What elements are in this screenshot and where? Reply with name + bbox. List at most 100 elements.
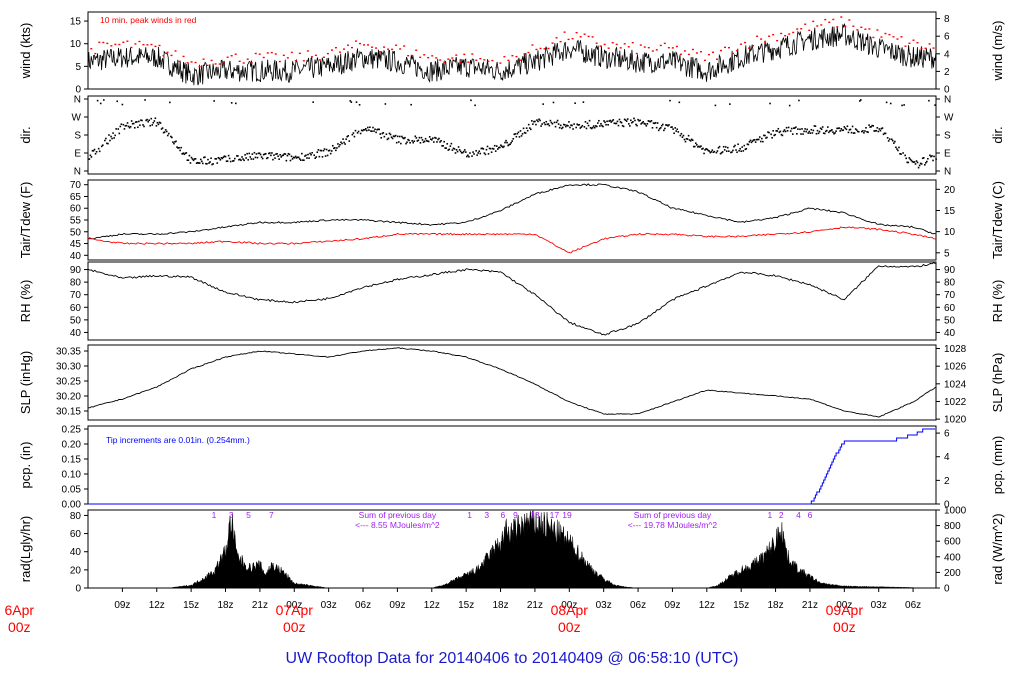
x-tick-label: 21z: [802, 600, 818, 611]
dir-point: [138, 120, 140, 123]
dir-point: [687, 134, 690, 137]
dir-point: [220, 157, 223, 159]
dir-point: [165, 130, 168, 133]
wind-peak-point: [182, 55, 185, 58]
dir-point: [756, 138, 759, 141]
dir-point: [559, 124, 562, 127]
temp-ylabel-right: Tair/Tdew (C): [990, 181, 1005, 259]
dir-point: [699, 146, 701, 148]
dir-point: [504, 141, 506, 144]
dir-point: [723, 149, 726, 151]
dir-point: [655, 126, 658, 129]
dir-point: [651, 126, 654, 129]
dir-point: [400, 142, 402, 145]
wind-peak-point: [166, 51, 169, 54]
dir-point: [509, 143, 511, 146]
dir-point: [788, 104, 791, 107]
wind-peak-point: [451, 57, 454, 59]
dir-point: [134, 121, 137, 123]
dir-point: [672, 128, 674, 130]
dir-point: [878, 128, 881, 130]
dir-point: [833, 132, 835, 135]
wind-peak-point: [792, 31, 795, 34]
dir-point: [664, 127, 666, 130]
dir-point: [583, 126, 586, 128]
dir-point: [930, 155, 932, 158]
dir-point: [88, 158, 91, 160]
dir-point: [537, 120, 539, 123]
dir-point: [906, 161, 909, 164]
dir-point: [314, 157, 317, 160]
dir-point: [565, 125, 567, 128]
rad-hour-marker: 19: [562, 510, 572, 520]
dir-point: [460, 152, 463, 154]
dir-point: [97, 147, 100, 150]
rh-panel-frame: [87, 261, 937, 341]
dir-point: [123, 128, 126, 130]
pcp-y-tick-label: 0.00: [62, 500, 82, 511]
rad-ylabel: rad(Lgly/hr): [18, 516, 33, 582]
wind-peak-point: [359, 42, 362, 45]
dir-point: [492, 148, 495, 150]
dir-point: [316, 151, 319, 153]
wind-peak-point: [691, 48, 694, 51]
dir-point: [697, 146, 699, 148]
dir-point: [262, 153, 265, 156]
wind-peak-point: [764, 41, 767, 43]
dir-point: [190, 156, 193, 159]
dir-point: [799, 128, 801, 131]
dir-point: [259, 153, 262, 156]
dir-point: [172, 141, 174, 143]
dir-point: [733, 145, 735, 148]
dir-point: [638, 120, 640, 122]
dir-point: [717, 147, 720, 149]
dir-point: [89, 154, 92, 157]
dir-point: [211, 163, 213, 166]
dir-point: [278, 158, 280, 160]
dir-point: [803, 130, 805, 133]
wind-peak-point: [102, 41, 105, 44]
wind-peak-point: [306, 50, 309, 52]
dir-point: [401, 135, 403, 138]
dir-point: [704, 149, 706, 151]
day-label-date: 08Apr: [551, 602, 589, 618]
dir-point: [152, 121, 155, 124]
dir-point: [650, 119, 653, 122]
dir-point: [321, 156, 324, 158]
wind-y-tick-label: 15: [70, 17, 82, 28]
dir-point: [127, 125, 130, 128]
dir-point: [654, 122, 657, 124]
dir-point: [129, 125, 132, 128]
dir-point: [145, 119, 147, 122]
wind-peak-point: [768, 35, 771, 37]
x-tick-label: 12z: [149, 600, 165, 611]
wind-peak-point: [142, 44, 145, 46]
dir-point: [749, 139, 752, 142]
dir-point: [668, 124, 670, 126]
dir-point: [823, 132, 826, 135]
dir-y-tick-label: N: [74, 95, 81, 106]
day-label-date: 07Apr: [276, 602, 314, 618]
dir-point: [839, 130, 841, 132]
dir-point: [712, 151, 715, 154]
dir-point: [903, 104, 905, 106]
wind-peak-point: [896, 38, 899, 40]
dir-point: [260, 156, 263, 158]
dir-point: [701, 148, 703, 150]
day-label-hour: 00z: [558, 619, 581, 635]
dir-point: [915, 160, 918, 162]
dir-point: [684, 140, 687, 143]
dir-point: [928, 99, 930, 102]
dir-point: [769, 102, 771, 105]
rad-y-tick-label: 20: [70, 565, 82, 576]
wind-peak-point: [707, 53, 710, 56]
dir-point: [358, 103, 361, 106]
dir-point: [169, 101, 171, 104]
dir-point: [667, 125, 669, 127]
dir-point: [322, 149, 325, 152]
dir-point: [720, 151, 723, 154]
dir-point: [569, 126, 571, 129]
dir-point: [155, 125, 158, 127]
wind-peak-point: [423, 54, 426, 56]
dir-point: [851, 125, 854, 128]
